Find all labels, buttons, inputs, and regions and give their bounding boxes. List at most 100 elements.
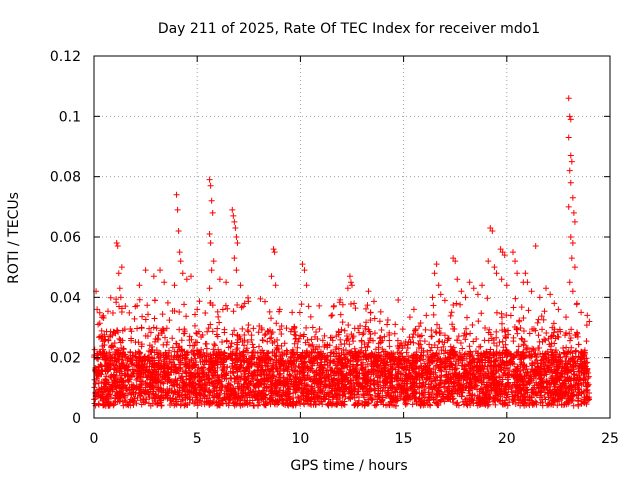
cloud-point [242, 368, 249, 375]
cloud-point [517, 384, 524, 391]
cloud-point [298, 301, 305, 308]
cloud-point [248, 362, 255, 369]
cloud-point [246, 400, 253, 407]
cloud-point [454, 353, 461, 360]
cloud-point [227, 375, 234, 382]
cloud-point [454, 337, 461, 344]
cloud-point [255, 343, 262, 350]
cloud-point [555, 334, 562, 341]
cloud-point [101, 331, 108, 338]
cloud-point [500, 371, 507, 378]
cloud-point [524, 344, 531, 351]
cloud-point [520, 342, 527, 349]
cloud-point [106, 402, 113, 409]
cloud-point [568, 326, 575, 333]
cloud-point [375, 383, 382, 390]
cloud-point [327, 349, 334, 356]
cloud-point [221, 357, 228, 364]
cloud-point [135, 389, 142, 396]
cloud-point [355, 388, 362, 395]
cloud-point [450, 355, 457, 362]
cloud-point [422, 383, 429, 390]
cloud-point [341, 398, 348, 405]
cloud-point [182, 355, 189, 362]
cloud-point [214, 359, 221, 366]
cloud-point [437, 377, 444, 384]
cloud-point [107, 352, 114, 359]
cloud-point [455, 333, 462, 340]
cloud-point [378, 357, 385, 364]
cloud-point [405, 353, 412, 360]
cloud-point [245, 363, 252, 370]
cloud-point [162, 354, 169, 361]
cloud-point [403, 349, 410, 356]
cloud-point [566, 383, 573, 390]
cloud-point [114, 346, 121, 353]
cloud-point [258, 395, 265, 402]
cloud-point [455, 377, 462, 384]
cloud-point [195, 328, 202, 335]
cloud-point [277, 356, 284, 363]
cloud-point [186, 360, 193, 367]
cloud-point [397, 360, 404, 367]
cloud-point [220, 371, 227, 378]
cloud-point [191, 351, 198, 358]
cloud-point [193, 392, 200, 399]
cloud-point [182, 368, 189, 375]
cloud-point [567, 335, 574, 342]
cloud-point [398, 361, 405, 368]
cloud-point [583, 338, 590, 345]
cloud-point [534, 319, 541, 326]
cloud-point [539, 326, 546, 333]
cloud-point [359, 331, 366, 338]
cloud-point [190, 380, 197, 387]
cloud-point [271, 338, 278, 345]
cloud-point [409, 401, 416, 408]
cloud-point [147, 376, 154, 383]
cloud-point [540, 316, 547, 323]
cloud-point [108, 394, 115, 401]
cloud-point [499, 349, 506, 356]
cloud-point [102, 336, 109, 343]
cloud-point [338, 326, 345, 333]
cloud-point [283, 393, 290, 400]
cloud-point [416, 323, 423, 330]
cloud-point [481, 337, 488, 344]
cloud-point [240, 351, 247, 358]
cloud-point [413, 400, 420, 407]
cloud-point [326, 383, 333, 390]
cloud-point [313, 343, 320, 350]
cloud-point [401, 355, 408, 362]
cloud-point [441, 379, 448, 386]
cloud-point [538, 313, 545, 320]
cloud-point [179, 352, 186, 359]
cloud-point [254, 350, 261, 357]
cloud-point [563, 351, 570, 358]
cloud-point [509, 393, 516, 400]
cloud-point [562, 380, 569, 387]
cloud-point [144, 302, 151, 309]
cloud-point [542, 337, 549, 344]
cloud-point [129, 360, 136, 367]
cloud-point [221, 329, 228, 336]
cloud-point [530, 346, 537, 353]
cloud-point [221, 395, 228, 402]
cloud-point [435, 355, 442, 362]
cloud-point [346, 341, 353, 348]
cloud-point [551, 340, 558, 347]
cloud-point [563, 344, 570, 351]
cloud-point [123, 385, 130, 392]
cloud-point [467, 330, 474, 337]
cloud-point [122, 303, 129, 310]
cloud-point [132, 384, 139, 391]
cloud-point [214, 402, 221, 409]
cloud-point [477, 386, 484, 393]
cloud-point [478, 378, 485, 385]
cloud-point [316, 371, 323, 378]
cloud-point [436, 330, 443, 337]
cloud-point [160, 380, 167, 387]
cloud-point [274, 345, 281, 352]
cloud-point [541, 361, 548, 368]
cloud-point [242, 400, 249, 407]
cloud-point [272, 363, 279, 370]
